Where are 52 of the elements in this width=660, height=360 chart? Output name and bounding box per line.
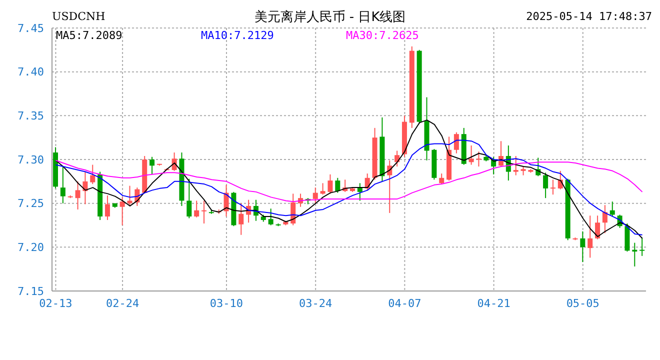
- candlestick: [202, 200, 206, 224]
- text: MA5:7.2089: [56, 29, 124, 42]
- x-tick-label: 05-05: [566, 296, 600, 310]
- candlestick: [150, 156, 155, 175]
- candlestick: [513, 155, 518, 176]
- y-tick-label: 7.20: [18, 241, 44, 254]
- y-tick-label: 7.25: [18, 197, 44, 210]
- candlestick: [320, 182, 326, 196]
- candlestick: [543, 172, 548, 199]
- candlestick: [104, 194, 110, 220]
- candlestick: [588, 215, 593, 258]
- candlestick: [640, 237, 645, 256]
- candlestick: [312, 187, 318, 204]
- candlestick: [602, 204, 608, 234]
- text: MA10:7.2129: [201, 29, 275, 42]
- candlestick: [335, 177, 340, 194]
- candlestick: [476, 151, 482, 168]
- chart-title: 美元离岸人民币 - 日K线图: [254, 10, 406, 25]
- text: MA30:7.2625: [346, 29, 420, 42]
- x-tick-label: 04-21: [477, 296, 510, 310]
- candlestick: [290, 193, 296, 226]
- candlestick: [120, 196, 125, 226]
- y-tick-label: 7.45: [18, 22, 44, 35]
- candlestick: [439, 173, 444, 185]
- candlestick: [394, 150, 400, 168]
- candlestick: [468, 144, 474, 166]
- text: 2025-05-14 17:48:37: [526, 10, 652, 23]
- chart-subtitle: USDCNH: [52, 10, 106, 23]
- candlestick: [60, 166, 66, 204]
- candlestick: [268, 208, 274, 226]
- candlestick: [328, 174, 333, 194]
- y-tick-label: 7.40: [18, 66, 44, 79]
- x-tick-label: 02-13: [39, 296, 72, 310]
- candlestick: [454, 132, 459, 154]
- x-tick-label: 03-10: [210, 296, 244, 310]
- candlestick: [595, 215, 600, 240]
- y-tick-label: 7.35: [18, 110, 44, 123]
- x-tick-label: 04-07: [388, 296, 422, 310]
- candlestick: [127, 185, 132, 206]
- candlestick: [194, 200, 200, 218]
- candlestick: [387, 160, 392, 214]
- candlestick: [580, 230, 586, 263]
- candlestick: [75, 180, 80, 210]
- candlestick: [238, 202, 244, 236]
- y-tick-label: 7.15: [18, 284, 44, 298]
- x-tick-label: 03-24: [299, 296, 333, 310]
- candlestick: [610, 201, 615, 217]
- candlestick: [90, 164, 96, 185]
- x-tick-label: 02-24: [106, 296, 140, 310]
- candlestick: [186, 178, 192, 219]
- candlestick: [550, 179, 556, 196]
- y-tick-label: 7.30: [18, 153, 44, 166]
